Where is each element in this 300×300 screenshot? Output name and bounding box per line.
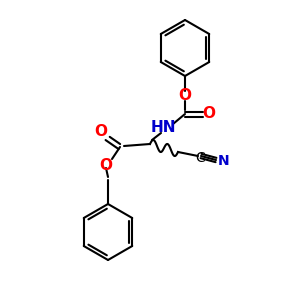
Text: HN: HN: [150, 121, 176, 136]
Text: N: N: [218, 154, 230, 168]
Text: O: O: [202, 106, 215, 122]
Text: C: C: [195, 151, 205, 165]
Text: O: O: [94, 124, 107, 140]
Text: O: O: [100, 158, 112, 172]
Text: O: O: [178, 88, 191, 104]
